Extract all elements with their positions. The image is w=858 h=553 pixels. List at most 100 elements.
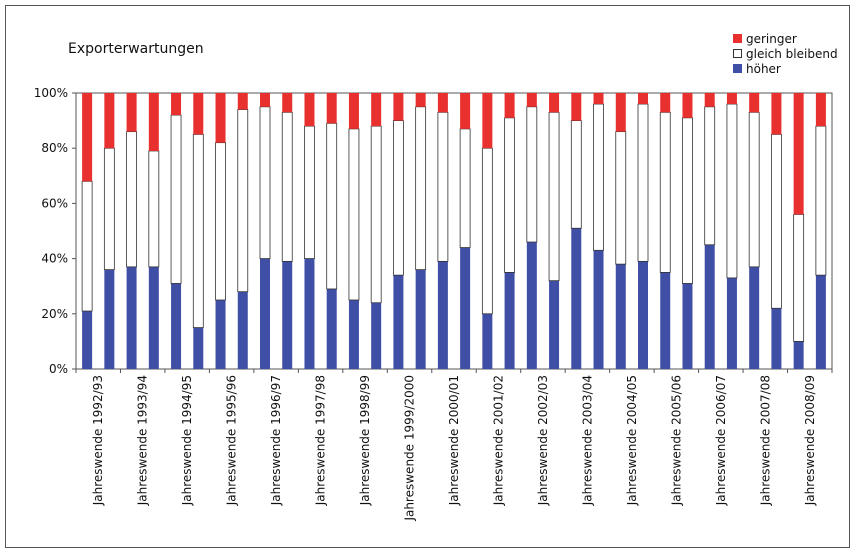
- bar-segment: [793, 341, 804, 369]
- x-tick-label: Jahreswende 2006/07: [714, 375, 728, 506]
- y-tick-label: 0%: [49, 362, 68, 376]
- bar-segment: [415, 106, 427, 271]
- plot-area: [75, 92, 833, 370]
- bar-segment: [304, 93, 315, 127]
- x-tick-label: Jahreswende 1994/95: [180, 375, 194, 506]
- bar-segment: [504, 93, 515, 118]
- x-tick-label: Jahreswende 2000/01: [447, 375, 461, 506]
- bar-segment: [460, 247, 471, 369]
- bar-segment: [215, 142, 226, 301]
- bar-segment: [304, 125, 315, 259]
- bar-segment: [260, 258, 270, 369]
- bar-segment: [170, 114, 182, 284]
- x-tick-label: Jahreswende 1997/98: [314, 375, 328, 506]
- bar-segment: [548, 111, 560, 282]
- bar-segment: [82, 311, 93, 369]
- bar-segment: [638, 261, 648, 369]
- y-tick-label: 40%: [41, 252, 68, 266]
- bar-segment: [593, 103, 604, 251]
- bar-segment: [682, 117, 693, 284]
- bar-segment: [526, 242, 537, 369]
- y-tick-label: 100%: [34, 86, 68, 100]
- bar-segment: [771, 308, 782, 369]
- bar-segment: [771, 133, 782, 309]
- bar-segment: [371, 302, 382, 369]
- bar-segment: [659, 111, 671, 273]
- legend-label-geringer: geringer: [746, 31, 797, 46]
- chart-title: Exporterwartungen: [68, 41, 204, 57]
- x-tick-label: Jahreswende 1995/96: [225, 375, 239, 506]
- bar-segment: [815, 93, 826, 127]
- bar-segment: [193, 327, 204, 369]
- bar-segment: [237, 109, 249, 293]
- bar-segment: [437, 261, 448, 369]
- x-tick-label: Jahreswende 2002/03: [536, 375, 550, 506]
- bar-segment: [281, 111, 293, 262]
- bar-segment: [103, 147, 115, 271]
- bar-segment: [104, 93, 115, 149]
- bar-segment: [126, 93, 137, 132]
- bar-segment: [793, 214, 805, 342]
- bar-segment: [704, 244, 715, 369]
- y-tick-label: 60%: [41, 196, 68, 210]
- bar-segment: [615, 264, 626, 369]
- bar-segment: [126, 131, 137, 268]
- x-tick-label: Jahreswende 2007/08: [758, 375, 772, 506]
- x-tick-label: Jahreswende 1993/94: [136, 375, 150, 506]
- bar-segment: [682, 93, 693, 118]
- bar-segment: [504, 117, 515, 273]
- bar-segment: [660, 93, 671, 113]
- bar-segment: [259, 106, 271, 260]
- bar-segment: [415, 93, 426, 107]
- x-tick-label: Jahreswende 1996/97: [269, 375, 283, 506]
- x-tick-label: Jahreswende 1999/2000: [403, 375, 417, 522]
- bar-segment: [748, 111, 760, 268]
- chart-legend: geringer gleich bleibend höher: [733, 31, 838, 76]
- bar-segment: [726, 277, 737, 369]
- bar-segment: [215, 93, 226, 143]
- bar-segment: [326, 288, 337, 369]
- legend-item-hoeher: höher: [733, 61, 838, 76]
- bar-segment: [571, 93, 582, 121]
- bar-segment: [571, 228, 582, 369]
- bar-segment: [393, 93, 404, 121]
- bar-segment: [615, 131, 627, 265]
- bar-segment: [192, 133, 204, 328]
- bar-segment: [704, 106, 716, 246]
- bar-segment: [348, 300, 359, 369]
- legend-item-gleich-bleibend: gleich bleibend: [733, 46, 838, 61]
- bar-segment: [549, 280, 560, 369]
- bar-segment: [393, 275, 404, 369]
- x-tick-label: Jahreswende 2005/06: [669, 375, 683, 506]
- bar-segment: [326, 122, 338, 290]
- bar-segment: [171, 93, 182, 116]
- bar-segment: [526, 106, 538, 243]
- bar-segment: [415, 269, 426, 369]
- bar-segment: [771, 93, 782, 135]
- bar-segment: [637, 103, 649, 262]
- bar-segment: [570, 120, 582, 229]
- bar-segment: [393, 120, 404, 276]
- bar-segment: [726, 93, 737, 105]
- bar-segment: [593, 250, 604, 369]
- legend-label-gleich-bleibend: gleich bleibend: [746, 46, 838, 61]
- bar-segment: [482, 93, 493, 149]
- bar-segment: [593, 93, 604, 105]
- bar-segment: [660, 272, 671, 369]
- bar-segment: [260, 93, 270, 107]
- bar-segment: [148, 150, 160, 268]
- bar-segment: [82, 93, 93, 182]
- bar-segment: [304, 258, 315, 369]
- bar-segment: [704, 93, 715, 107]
- bar-segment: [348, 93, 359, 129]
- bar-segment: [459, 128, 471, 248]
- bar-segment: [504, 272, 515, 369]
- bar-segment: [148, 93, 159, 151]
- legend-item-geringer: geringer: [733, 31, 838, 46]
- bar-segment: [482, 313, 493, 369]
- bar-segment: [726, 103, 738, 279]
- bar-segment: [815, 275, 826, 369]
- bar-segment: [104, 269, 115, 369]
- bar-segment: [615, 93, 626, 132]
